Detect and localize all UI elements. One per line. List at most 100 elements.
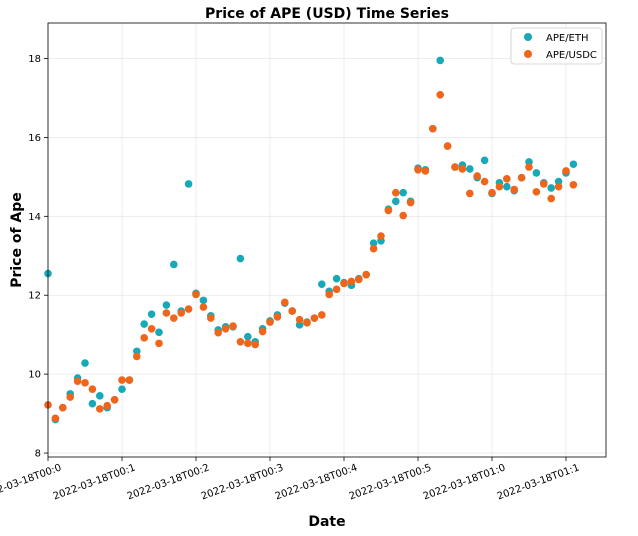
data-point bbox=[66, 393, 74, 401]
data-point bbox=[133, 352, 141, 361]
data-point bbox=[147, 324, 156, 333]
data-point bbox=[73, 377, 82, 386]
data-point bbox=[147, 310, 156, 318]
data-point bbox=[347, 277, 356, 286]
data-point bbox=[517, 173, 526, 182]
legend-box bbox=[510, 27, 603, 65]
data-point bbox=[244, 339, 252, 348]
data-point bbox=[318, 280, 326, 288]
data-point bbox=[332, 274, 341, 283]
data-point bbox=[421, 167, 430, 175]
data-point bbox=[140, 320, 148, 328]
data-point bbox=[310, 314, 319, 322]
data-point bbox=[332, 285, 341, 294]
y-tick-label: 16 bbox=[28, 133, 41, 144]
data-point bbox=[110, 395, 119, 404]
legend-marker-ape-usdc bbox=[524, 50, 532, 58]
chart-title: Price of APE (USD) Time Series bbox=[205, 6, 449, 22]
data-point bbox=[303, 319, 311, 327]
data-point bbox=[436, 56, 445, 65]
data-point bbox=[170, 260, 178, 269]
data-point bbox=[369, 244, 378, 253]
data-point bbox=[170, 314, 178, 322]
data-point bbox=[369, 239, 378, 247]
data-point bbox=[288, 307, 297, 315]
data-point bbox=[192, 290, 200, 299]
data-point bbox=[503, 175, 511, 183]
data-point bbox=[340, 279, 348, 288]
data-point bbox=[96, 405, 104, 413]
series-ape-usdc bbox=[44, 91, 578, 423]
data-point bbox=[162, 309, 171, 317]
data-point bbox=[199, 296, 208, 305]
data-point bbox=[295, 315, 304, 324]
data-point bbox=[525, 163, 533, 171]
data-point bbox=[547, 194, 555, 203]
y-tick-label: 14 bbox=[28, 212, 41, 223]
data-point bbox=[436, 91, 445, 99]
data-point bbox=[473, 172, 482, 180]
data-point bbox=[392, 188, 400, 197]
data-point bbox=[532, 188, 541, 196]
data-point bbox=[59, 403, 67, 412]
data-point bbox=[251, 340, 259, 349]
data-point bbox=[207, 314, 215, 322]
data-point bbox=[221, 324, 230, 333]
legend-label-ape-eth: APE/ETH bbox=[546, 33, 589, 44]
data-point bbox=[443, 142, 452, 150]
data-point bbox=[155, 339, 163, 348]
y-axis-label: Price of Ape bbox=[9, 192, 25, 288]
data-point bbox=[547, 184, 555, 192]
data-point bbox=[480, 177, 489, 186]
data-point bbox=[466, 189, 474, 198]
y-axis-ticks: 8 10 12 14 16 18 bbox=[28, 54, 48, 460]
legend: APE/ETH APE/USDC bbox=[510, 27, 603, 65]
data-point bbox=[399, 211, 408, 220]
data-point bbox=[258, 327, 267, 336]
data-point bbox=[88, 385, 97, 393]
data-point bbox=[406, 198, 415, 207]
data-point bbox=[51, 414, 60, 423]
data-point bbox=[162, 301, 171, 309]
data-point bbox=[266, 318, 274, 326]
data-point bbox=[362, 270, 371, 279]
data-point bbox=[554, 182, 563, 191]
plot-frame bbox=[47, 22, 607, 458]
data-point bbox=[466, 165, 474, 173]
x-axis-label: Date bbox=[308, 514, 345, 530]
data-point bbox=[399, 188, 408, 197]
data-point bbox=[325, 290, 334, 299]
data-point bbox=[177, 309, 185, 317]
data-points bbox=[44, 56, 578, 424]
data-point bbox=[429, 124, 437, 133]
data-point bbox=[236, 254, 245, 263]
data-point bbox=[503, 182, 511, 191]
data-point bbox=[569, 180, 578, 189]
data-point bbox=[480, 156, 489, 165]
data-point bbox=[236, 337, 245, 346]
data-point bbox=[214, 328, 222, 337]
data-point bbox=[281, 298, 289, 307]
data-point bbox=[488, 188, 496, 197]
y-tick-label: 12 bbox=[28, 291, 41, 302]
data-point bbox=[532, 169, 541, 177]
data-point bbox=[184, 305, 193, 313]
data-point bbox=[229, 322, 237, 330]
data-point bbox=[414, 165, 422, 174]
y-tick-label: 10 bbox=[28, 370, 41, 381]
data-point bbox=[140, 334, 148, 342]
data-point bbox=[199, 303, 208, 311]
data-point bbox=[103, 401, 111, 410]
data-point bbox=[355, 275, 363, 284]
legend-marker-ape-eth bbox=[524, 33, 532, 41]
data-point bbox=[377, 232, 385, 240]
data-point bbox=[81, 379, 89, 387]
data-point bbox=[184, 180, 193, 188]
y-tick-label: 8 bbox=[35, 449, 41, 460]
grid bbox=[47, 23, 606, 457]
data-point bbox=[273, 313, 282, 321]
data-point bbox=[118, 385, 126, 393]
data-point bbox=[458, 165, 467, 173]
